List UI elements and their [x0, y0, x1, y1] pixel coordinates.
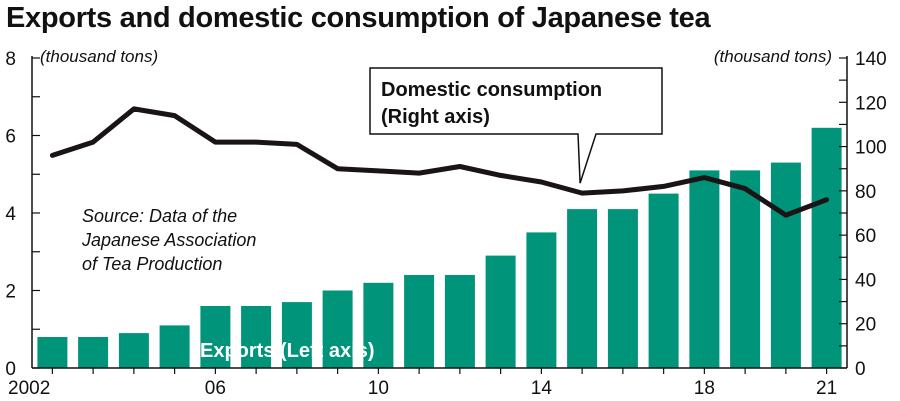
x-axis-tick-label: 21	[816, 378, 837, 399]
left-axis-tick-label: 0	[5, 359, 16, 380]
source-note: Source: Data of the	[82, 206, 237, 226]
exports-bar-2009	[322, 290, 353, 368]
right-axis-tick-label: 60	[855, 226, 876, 247]
source-note: Japanese Association	[81, 230, 256, 250]
line-series-label: (Right axis)	[381, 106, 490, 128]
right-axis-tick-label: 80	[855, 182, 876, 203]
x-axis-tick-label: 10	[368, 378, 389, 399]
x-axis-tick-label: 14	[531, 378, 553, 399]
right-axis-tick-label: 40	[855, 270, 876, 291]
right-axis-tick-label: 20	[855, 315, 876, 336]
exports-bar-2017	[648, 193, 679, 368]
exports-bar-2003	[78, 337, 109, 368]
callout-box	[369, 67, 663, 184]
right-axis-tick-label: 120	[855, 93, 887, 114]
line-series-label: Domestic consumption	[381, 79, 602, 101]
exports-bar-2006	[200, 306, 231, 368]
x-axis-tick-label: 18	[694, 378, 715, 399]
exports-bar-2013	[485, 255, 516, 368]
right-axis-tick-label: 0	[855, 359, 866, 380]
exports-bar-2010	[363, 282, 394, 369]
source-note: of Tea Production	[82, 254, 222, 274]
left-axis-tick-label: 6	[5, 127, 16, 148]
chart-title: Exports and domestic consumption of Japa…	[6, 2, 711, 34]
exports-bar-2015	[567, 209, 598, 368]
x-axis-tick-label: 2002	[8, 378, 50, 399]
right-axis-tick-label: 100	[855, 138, 887, 159]
exports-bar-2008	[281, 302, 312, 368]
right-axis-tick-label: 140	[855, 49, 887, 70]
x-axis-tick-label: 06	[205, 378, 226, 399]
exports-bar-2012	[444, 275, 475, 368]
left-axis-tick-label: 2	[5, 282, 16, 303]
exports-bar-2016	[607, 209, 638, 368]
exports-bar-2018	[689, 170, 720, 368]
exports-bar-2014	[526, 232, 557, 368]
exports-bar-2007	[241, 306, 272, 368]
exports-bar-2020	[770, 162, 801, 368]
right-axis-label: (thousand tons)	[714, 47, 832, 66]
left-axis-tick-label: 4	[5, 204, 16, 225]
exports-bar-2021	[811, 127, 842, 369]
left-axis-tick-label: 8	[5, 49, 16, 70]
left-axis-label: (thousand tons)	[40, 47, 158, 66]
domestic-consumption-line	[49, 106, 830, 218]
exports-bar-2005	[159, 325, 190, 368]
exports-bar-2011	[404, 275, 435, 368]
exports-bar-2019	[730, 170, 761, 368]
exports-bar-2004	[118, 333, 149, 368]
exports-bar-2002	[37, 337, 68, 368]
bar-series-label: Exports (Left axis)	[200, 340, 374, 362]
